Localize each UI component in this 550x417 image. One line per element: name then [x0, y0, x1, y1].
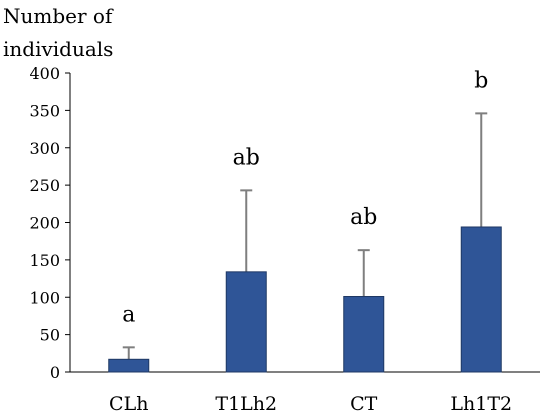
y-axis-label-line-2: individuals	[3, 37, 114, 61]
y-tick-label: 300	[29, 139, 60, 158]
x-tick-label: Lh1T2	[450, 393, 512, 415]
y-tick-label: 350	[29, 101, 60, 120]
y-tick-label: 100	[29, 288, 60, 307]
y-tick-label: 0	[50, 363, 60, 382]
y-axis-label: Number of individuals	[3, 0, 113, 66]
significance-letter: b	[474, 68, 488, 93]
x-tick-label: T1Lh2	[215, 393, 277, 415]
bar-clh	[108, 358, 150, 373]
y-axis-label-line-1: Number of	[3, 4, 113, 28]
y-tick-label: 150	[29, 251, 60, 270]
bar-t1lh2	[225, 271, 267, 373]
significance-letter: a	[122, 302, 135, 327]
x-tick-label: CT	[350, 393, 378, 415]
x-tick-label: CLh	[109, 393, 148, 415]
y-tick-label: 400	[29, 64, 60, 83]
y-tick-label: 200	[29, 214, 60, 233]
bar-lh1t2	[460, 226, 502, 373]
bar-ct	[343, 296, 385, 373]
y-tick-label: 250	[29, 176, 60, 195]
significance-letter: ab	[350, 205, 377, 230]
significance-letter: ab	[233, 145, 260, 170]
y-tick-label: 50	[40, 326, 60, 345]
